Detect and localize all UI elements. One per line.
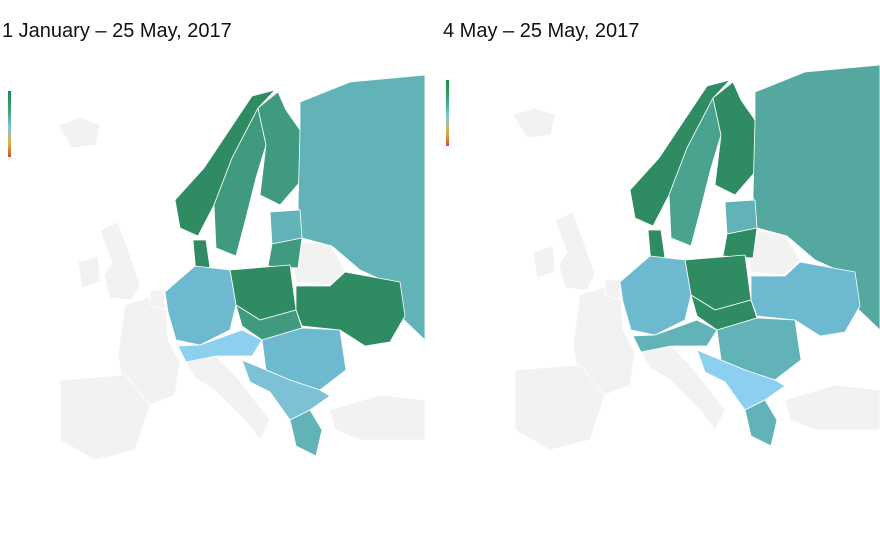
color-scale-legend-right xyxy=(446,80,449,146)
region-france-no-data[interactable] xyxy=(117,291,181,406)
region-italy-no-data[interactable] xyxy=(639,344,726,431)
region-sweden[interactable] xyxy=(668,97,722,247)
region-iceland-no-data[interactable] xyxy=(512,107,556,139)
region-iberia-no-data[interactable] xyxy=(59,374,151,461)
region-germany[interactable] xyxy=(619,255,692,336)
region-ukraine[interactable] xyxy=(295,271,406,347)
region-germany[interactable] xyxy=(164,265,237,346)
region-greece[interactable] xyxy=(744,399,778,447)
region-alps[interactable] xyxy=(632,319,718,353)
region-sweden[interactable] xyxy=(213,107,267,257)
region-lithuania[interactable] xyxy=(267,237,303,269)
region-italy-no-data[interactable] xyxy=(184,354,271,441)
region-balkans[interactable] xyxy=(241,359,331,421)
map-title-left: 1 January – 25 May, 2017 xyxy=(2,20,232,42)
region-ireland-no-data[interactable] xyxy=(532,245,556,279)
choropleth-map-right[interactable] xyxy=(440,0,880,544)
region-greece[interactable] xyxy=(289,409,323,457)
region-lithuania[interactable] xyxy=(722,227,758,259)
region-benelux-no-data[interactable] xyxy=(149,289,166,311)
region-uk-no-data[interactable] xyxy=(99,221,141,301)
region-ireland-no-data[interactable] xyxy=(77,255,101,289)
region-turkey-no-data[interactable] xyxy=(329,394,426,441)
region-balkans[interactable] xyxy=(696,349,786,411)
choropleth-map-left[interactable] xyxy=(0,0,440,544)
region-alps[interactable] xyxy=(177,329,263,363)
region-iceland-no-data[interactable] xyxy=(57,117,101,149)
region-benelux-no-data[interactable] xyxy=(604,279,621,301)
region-iberia-no-data[interactable] xyxy=(514,364,606,451)
region-france-no-data[interactable] xyxy=(572,281,636,396)
region-ukraine[interactable] xyxy=(750,261,861,337)
color-scale-legend-left xyxy=(8,91,11,157)
region-turkey-no-data[interactable] xyxy=(784,384,880,431)
map-title-right: 4 May – 25 May, 2017 xyxy=(443,20,640,42)
region-uk-no-data[interactable] xyxy=(554,211,596,291)
